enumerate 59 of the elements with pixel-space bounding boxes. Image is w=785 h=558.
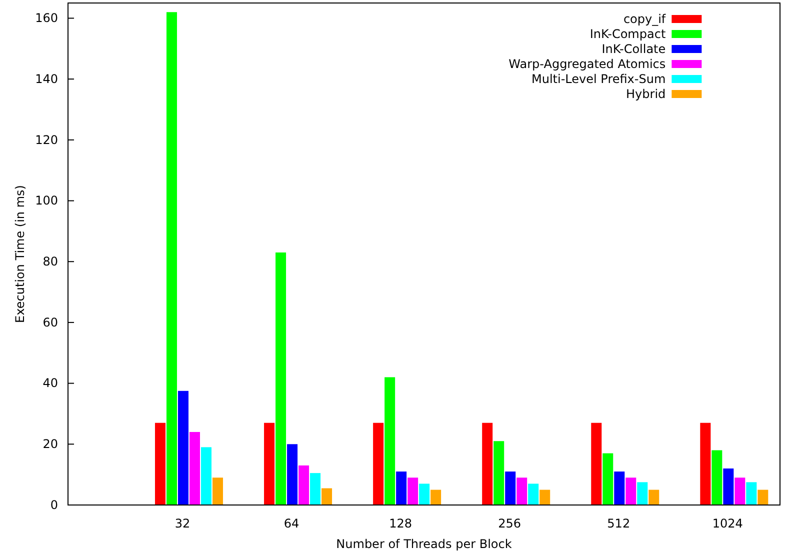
y-tick-label: 160 — [35, 11, 58, 26]
bar — [614, 472, 625, 505]
bar — [758, 490, 768, 505]
bar — [310, 473, 321, 505]
legend-label: copy_if — [623, 12, 666, 26]
bar — [430, 490, 442, 505]
bar — [591, 422, 602, 505]
bar — [482, 422, 493, 505]
bar — [276, 252, 286, 505]
bar — [648, 490, 660, 505]
y-tick-label: 80 — [42, 254, 58, 268]
bar — [712, 450, 722, 505]
bar — [189, 432, 200, 505]
bar — [384, 377, 396, 505]
bar — [637, 482, 648, 505]
bar — [212, 478, 223, 505]
y-tick-label: 0 — [50, 498, 58, 512]
x-tick-label: 64 — [284, 516, 300, 531]
bar — [700, 422, 711, 505]
legend-label: InK-Compact — [590, 27, 666, 41]
bar — [723, 468, 734, 505]
bar — [626, 478, 636, 505]
x-tick-label: 128 — [389, 516, 412, 531]
bar — [540, 490, 550, 505]
bar — [528, 484, 539, 505]
bar — [166, 12, 177, 505]
bar — [322, 488, 332, 505]
legend-label: Warp-Aggregated Atomics — [508, 57, 666, 71]
x-tick-label: 256 — [498, 516, 522, 531]
bar — [287, 444, 298, 505]
x-tick-label: 512 — [607, 516, 630, 531]
bar — [516, 478, 528, 505]
bar — [505, 472, 516, 505]
y-tick-label: 20 — [42, 436, 58, 451]
bar — [154, 422, 166, 505]
bar — [264, 422, 275, 505]
bar — [734, 478, 746, 505]
bar — [746, 482, 757, 505]
bar — [200, 447, 212, 505]
y-tick-label: 40 — [42, 376, 58, 390]
legend-label: Hybrid — [626, 87, 666, 101]
y-tick-label: 100 — [35, 194, 58, 208]
y-tick-label: 120 — [35, 132, 58, 147]
bar — [408, 478, 418, 505]
legend-label: Multi-Level Prefix-Sum — [532, 72, 666, 86]
bar — [178, 390, 188, 505]
y-axis-title: Execution Time (in ms) — [13, 185, 27, 323]
y-tick-label: 140 — [35, 72, 58, 86]
y-tick-label: 60 — [42, 315, 58, 330]
bar — [373, 422, 384, 505]
bar — [298, 465, 310, 505]
legend-label: InK-Collate — [602, 42, 666, 56]
bar — [602, 453, 614, 505]
bar — [494, 441, 504, 505]
x-axis-title: Number of Threads per Block — [336, 537, 512, 551]
bar — [419, 484, 430, 505]
x-tick-label: 1024 — [712, 516, 743, 531]
x-tick-label: 32 — [174, 516, 190, 531]
bar — [396, 472, 407, 505]
